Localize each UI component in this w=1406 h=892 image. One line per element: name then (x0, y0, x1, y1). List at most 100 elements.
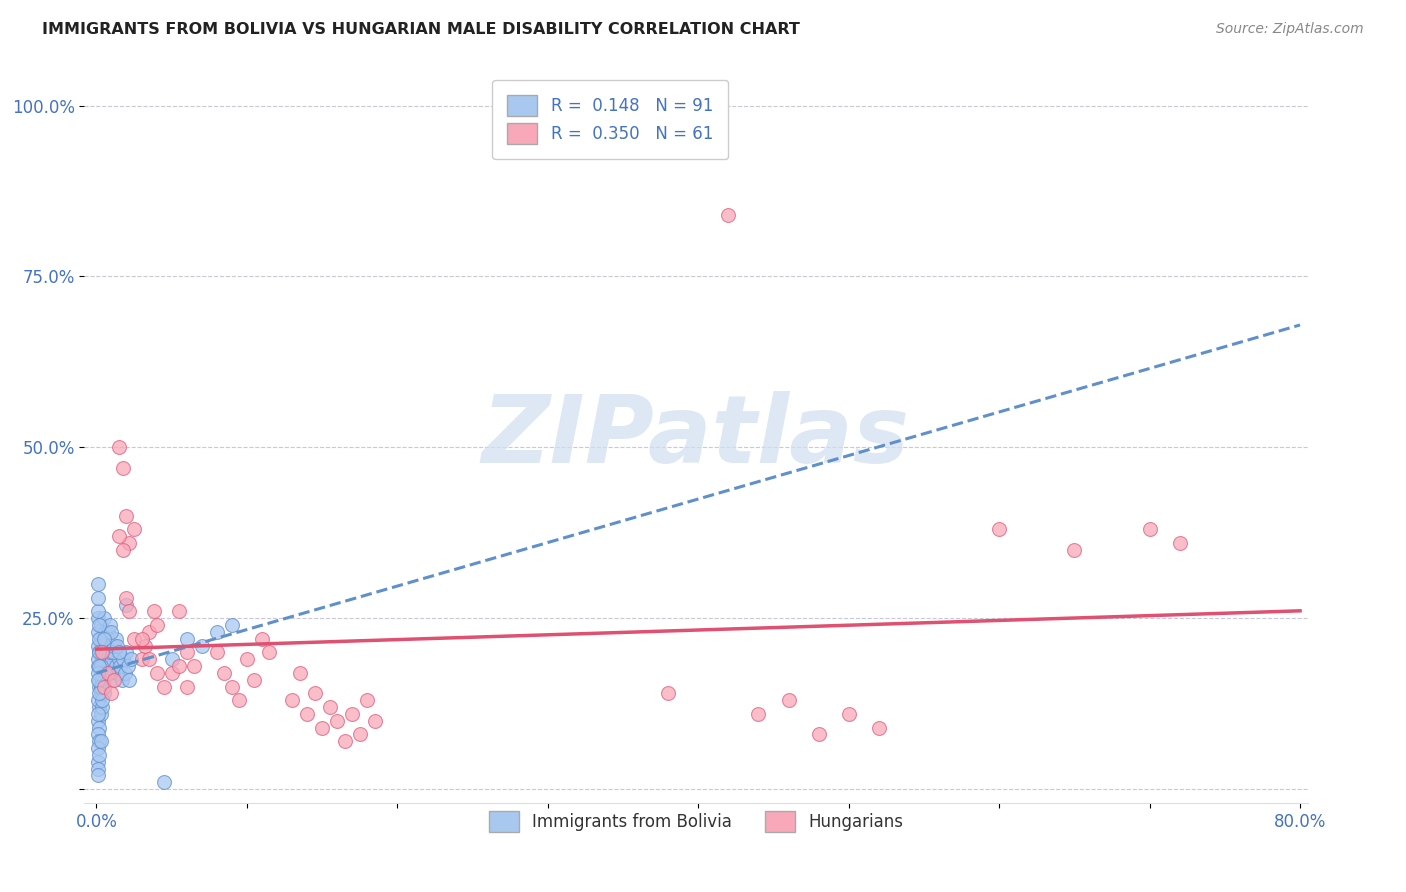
Point (112, 652, 135, 666)
Point (89, 680, 111, 694)
Point (778, 693, 800, 707)
Point (112, 460, 135, 475)
Point (87, 659, 110, 673)
Point (87, 624, 110, 639)
Point (91, 693, 114, 707)
Point (160, 652, 183, 666)
Point (115, 598, 138, 612)
Point (87, 762, 110, 776)
Point (221, 680, 243, 694)
Point (94, 659, 117, 673)
Point (250, 632, 273, 646)
Point (90, 686, 112, 700)
Point (868, 721, 890, 735)
Point (100, 645, 122, 659)
Point (91, 645, 114, 659)
Point (108, 645, 131, 659)
Point (87, 706, 110, 721)
Point (101, 673, 124, 687)
Point (717, 208, 740, 222)
Point (138, 624, 160, 639)
Point (190, 639, 212, 653)
Point (807, 727, 830, 741)
Text: ZIPatlas: ZIPatlas (482, 391, 910, 483)
Point (91, 652, 114, 666)
Point (145, 618, 167, 632)
Point (153, 680, 176, 694)
Point (214, 665, 236, 680)
Point (104, 632, 127, 646)
Point (94, 665, 117, 680)
Point (114, 665, 136, 680)
Point (349, 727, 371, 741)
Point (90, 645, 112, 659)
Point (91, 673, 114, 687)
Point (87, 768, 110, 782)
Point (89, 618, 111, 632)
Point (98, 665, 121, 680)
Point (104, 659, 127, 673)
Point (117, 659, 139, 673)
Point (1063, 542, 1085, 557)
Point (87, 741, 110, 756)
Point (108, 440, 131, 454)
Point (98, 645, 121, 659)
Point (153, 775, 176, 789)
Point (118, 604, 141, 618)
Point (87, 591, 110, 605)
Point (288, 665, 311, 680)
Point (96, 632, 118, 646)
Point (90, 659, 112, 673)
Point (87, 665, 110, 680)
Point (91, 673, 114, 687)
Point (176, 645, 198, 659)
Point (138, 652, 160, 666)
Point (96, 632, 118, 646)
Point (89, 686, 111, 700)
Point (103, 639, 125, 653)
Point (97, 639, 120, 653)
Point (167, 659, 190, 673)
Point (87, 611, 110, 625)
Point (90, 632, 112, 646)
Point (100, 639, 122, 653)
Text: IMMIGRANTS FROM BOLIVIA VS HUNGARIAN MALE DISABILITY CORRELATION CHART: IMMIGRANTS FROM BOLIVIA VS HUNGARIAN MAL… (42, 22, 800, 37)
Point (205, 624, 228, 639)
Point (101, 645, 124, 659)
Point (103, 673, 125, 687)
Point (107, 639, 129, 653)
Point (108, 529, 131, 543)
Point (89, 645, 111, 659)
Point (90, 680, 112, 694)
Point (176, 632, 198, 646)
Point (1139, 522, 1161, 536)
Point (281, 693, 304, 707)
Point (259, 645, 281, 659)
Point (89, 645, 111, 659)
Point (97, 652, 120, 666)
Point (108, 652, 131, 666)
Point (356, 693, 378, 707)
Point (118, 673, 141, 687)
Point (87, 652, 110, 666)
Point (221, 618, 243, 632)
Point (89, 747, 111, 762)
Point (90, 618, 112, 632)
Point (326, 714, 349, 728)
Point (112, 542, 135, 557)
Point (93, 673, 115, 687)
Point (89, 700, 111, 714)
Point (93, 652, 115, 666)
Point (87, 577, 110, 591)
Point (96, 645, 118, 659)
Text: Source: ZipAtlas.com: Source: ZipAtlas.com (1216, 22, 1364, 37)
Point (98, 618, 121, 632)
Point (103, 639, 125, 653)
Point (988, 522, 1011, 536)
Point (89, 632, 111, 646)
Point (118, 536, 141, 550)
Point (134, 639, 156, 653)
Point (89, 659, 111, 673)
Point (93, 680, 115, 694)
Point (160, 665, 183, 680)
